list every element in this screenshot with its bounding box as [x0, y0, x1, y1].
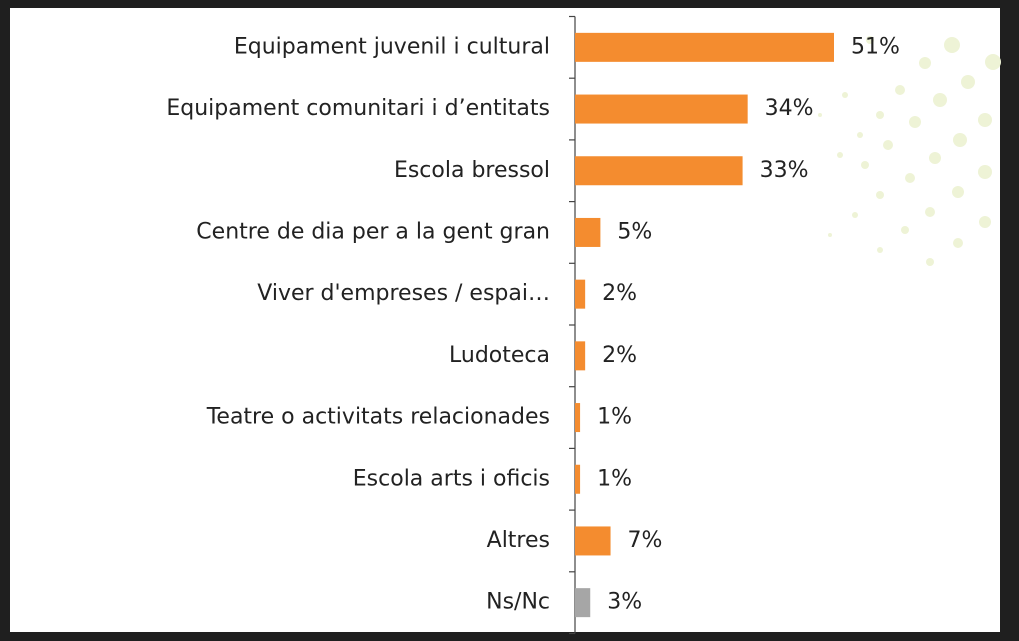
- bar: [575, 32, 834, 62]
- value-label: 2%: [602, 343, 637, 368]
- bar: [575, 403, 581, 433]
- category-label: Viver d'empreses / espai…: [257, 281, 550, 306]
- bar: [575, 526, 611, 556]
- value-label: 1%: [597, 405, 632, 430]
- bar: [575, 341, 586, 371]
- category-label: Escola arts i oficis: [353, 466, 550, 491]
- bar: [575, 94, 748, 124]
- category-label: Teatre o activitats relacionades: [206, 405, 550, 430]
- category-label: Ns/Nc: [486, 590, 550, 615]
- category-label: Altres: [487, 528, 550, 553]
- bar: [575, 217, 601, 247]
- category-label: Escola bressol: [394, 158, 550, 183]
- value-label: 51%: [851, 34, 900, 59]
- decor-dots: [818, 36, 1001, 266]
- value-label: 5%: [617, 219, 652, 244]
- category-label: Ludoteca: [449, 343, 550, 368]
- bar: [575, 588, 591, 618]
- bar: [575, 464, 581, 494]
- category-label: Centre de dia per a la gent gran: [196, 219, 550, 244]
- value-label: 33%: [760, 158, 809, 183]
- value-label: 7%: [628, 528, 663, 553]
- bar: [575, 279, 586, 309]
- category-label: Equipament comunitari i d’entitats: [166, 96, 550, 121]
- category-label: Equipament juvenil i cultural: [234, 34, 550, 59]
- bar: [575, 156, 743, 186]
- panel: [10, 8, 1000, 632]
- value-label: 1%: [597, 466, 632, 491]
- value-label: 2%: [602, 281, 637, 306]
- value-label: 34%: [765, 96, 814, 121]
- value-label: 3%: [607, 590, 642, 615]
